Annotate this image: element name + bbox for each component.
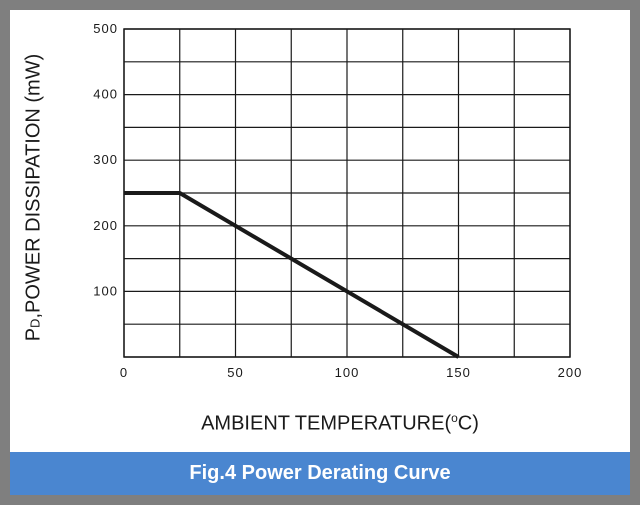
y-tick-label: 400 xyxy=(93,87,118,102)
y-tick-label: 100 xyxy=(93,283,118,298)
tick-labels: 0 50 100 150 200 100 200 300 400 500 xyxy=(93,21,583,380)
y-tick-label: 500 xyxy=(93,21,118,36)
x-tick-label: 150 xyxy=(446,365,471,380)
x-tick-label: 50 xyxy=(227,365,243,380)
figure-caption: Fig.4 Power Derating Curve xyxy=(10,452,630,495)
x-tick-label: 100 xyxy=(335,365,360,380)
chart-area: 0 50 100 150 200 100 200 300 400 500 xyxy=(93,21,583,380)
x-tick-label: 0 xyxy=(120,365,128,380)
grid-lines xyxy=(123,28,571,358)
x-tick-label: 200 xyxy=(558,365,583,380)
y-axis-title: PD,POWER DISSIPATION (mW) xyxy=(22,53,45,342)
series-layer xyxy=(123,191,460,359)
x-axis-title: AMBIENT TEMPERATURE(oC) xyxy=(201,411,479,435)
y-tick-label: 300 xyxy=(93,152,118,167)
y-tick-label: 200 xyxy=(93,218,118,233)
derating-chart-svg: 0 50 100 150 200 100 200 300 400 500 xyxy=(93,21,583,380)
